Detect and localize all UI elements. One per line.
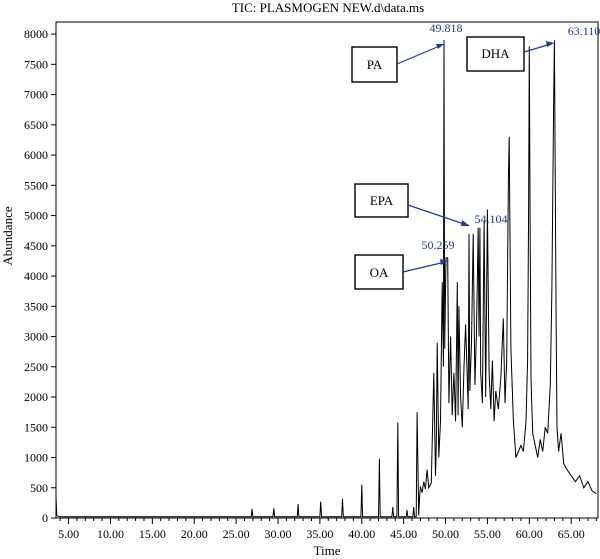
x-tick-label: 60.00 — [516, 527, 543, 541]
y-axis: 0 500 1000 1500 2000 2500 3000 3500 4000 4500 5000… — [24, 27, 56, 525]
chart-title: TIC: PLASMOGEN NEW.d\data.ms — [232, 0, 424, 15]
plot-area — [55, 21, 599, 519]
annotation-pa: PA 49.818 — [351, 21, 463, 83]
annotation-arrow-pa — [396, 44, 443, 65]
tic-trace-line — [55, 40, 597, 518]
annotation-box-label-dha: DHA — [481, 46, 510, 61]
peak-label-epa: 54.104 — [475, 212, 508, 226]
annotation-box-label-oa: OA — [370, 265, 389, 280]
annotation-box-epa — [354, 183, 409, 218]
x-tick-label: 30.00 — [264, 527, 291, 541]
y-tick-label: 8000 — [24, 27, 48, 41]
y-tick-label: 6000 — [24, 148, 48, 162]
y-tick-label: 2500 — [24, 360, 48, 374]
y-tick-label: 3000 — [24, 330, 48, 344]
y-tick-label: 4000 — [24, 269, 48, 283]
y-tick-label: 1000 — [24, 451, 48, 465]
annotation-oa: OA 50.259 — [354, 238, 455, 290]
x-tick-label: 65.00 — [558, 527, 585, 541]
y-tick-label: 500 — [30, 481, 48, 495]
annotation-epa: EPA 54.104 — [354, 183, 508, 226]
y-tick-label: 1500 — [24, 420, 48, 434]
x-tick-label: 5.00 — [58, 527, 79, 541]
y-tick-label: 2000 — [24, 390, 48, 404]
y-tick-label: 5000 — [24, 209, 48, 223]
y-tick-label: 4500 — [24, 239, 48, 253]
x-tick-label: 10.00 — [97, 527, 124, 541]
annotation-arrowhead-pa — [436, 44, 444, 49]
annotation-box-label-pa: PA — [367, 57, 383, 72]
peak-label-pa: 49.818 — [430, 21, 463, 35]
peak-label-oa: 50.259 — [422, 238, 455, 252]
x-tick-label: 25.00 — [223, 527, 250, 541]
y-tick-label: 0 — [42, 511, 48, 525]
y-tick-label: 7500 — [24, 57, 48, 71]
annotation-box-pa — [351, 46, 398, 83]
annotation-arrowhead-epa — [461, 220, 470, 226]
annotation-box-dha — [466, 36, 525, 72]
annotation-dha: DHA 63.110 — [466, 24, 600, 72]
x-tick-label: 15.00 — [139, 527, 166, 541]
x-axis: 5.00 10.00 15.00 20.00 25.00 30.00 35.00 40.00 4… — [58, 518, 597, 541]
annotation-arrowhead-oa — [440, 259, 448, 265]
x-tick-label: 50.00 — [432, 527, 459, 541]
y-tick-label: 6500 — [24, 118, 48, 132]
annotation-box-label-epa: EPA — [370, 193, 394, 208]
x-tick-label: 20.00 — [181, 527, 208, 541]
y-tick-label: 3500 — [24, 299, 48, 313]
y-tick-label: 7000 — [24, 88, 48, 102]
x-tick-label: 55.00 — [474, 527, 501, 541]
y-axis-title: Abundance — [0, 206, 15, 265]
x-tick-label: 40.00 — [348, 527, 375, 541]
x-tick-label: 45.00 — [390, 527, 417, 541]
x-tick-label: 35.00 — [306, 527, 333, 541]
annotation-arrow-oa — [402, 261, 446, 273]
annotation-box-oa — [354, 254, 404, 290]
y-tick-label: 5500 — [24, 178, 48, 192]
annotation-arrow-dha — [523, 43, 552, 53]
peak-label-dha: 63.110 — [568, 24, 600, 38]
x-axis-title: Time — [314, 543, 341, 558]
annotation-arrowhead-dha — [546, 41, 554, 47]
annotation-arrow-epa — [407, 204, 468, 226]
